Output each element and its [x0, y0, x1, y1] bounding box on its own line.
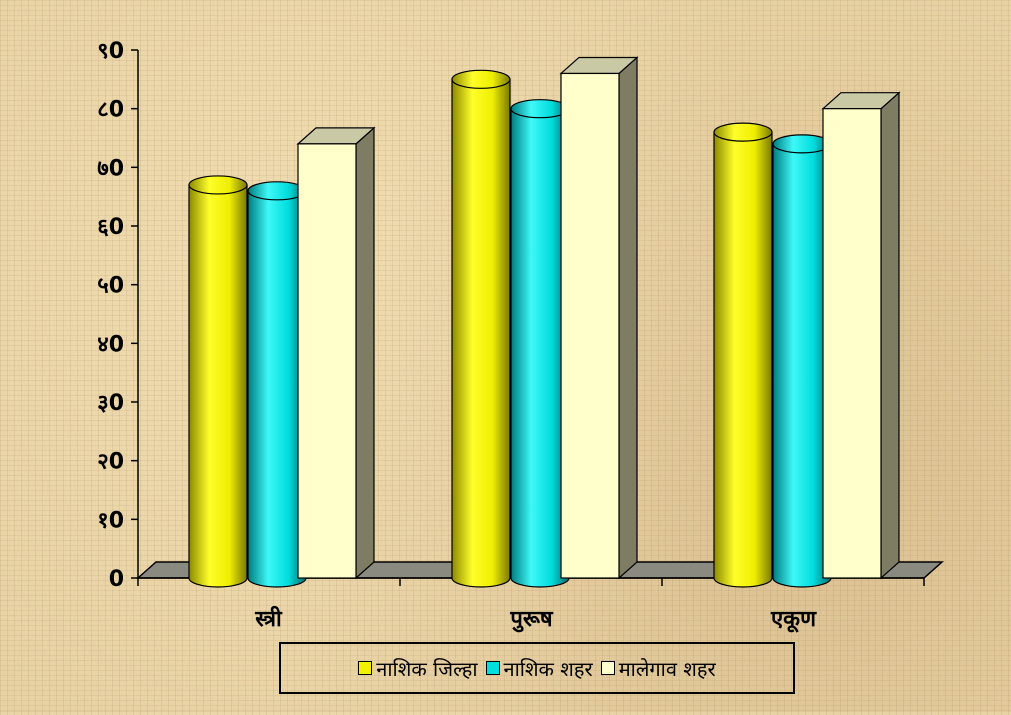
y-tick-label-5: ४0: [97, 332, 124, 357]
legend-label-series-3: मालेगाव शहर: [618, 656, 716, 681]
y-tick-label-4: ३0: [97, 391, 124, 416]
bar-c3-s3-side: [880, 91, 900, 580]
y-tick-label-9: ८0: [97, 98, 124, 123]
bar-c2-s3-side: [618, 56, 638, 580]
bar-c1-s3-front: [297, 143, 357, 579]
bar-c1-s1-top: [188, 175, 248, 195]
bar-c2-s2-top: [510, 99, 570, 119]
bar-c2-s3: [559, 56, 639, 580]
legend-swatch-series-3: [600, 661, 615, 675]
x-category-label-3: एकूण: [770, 607, 817, 633]
y-tick-label-6: ५0: [97, 274, 124, 299]
legend-swatch-series-2: [485, 661, 500, 675]
legend-item-series-2: नाशिक शहर: [485, 655, 593, 682]
bar-c3-s3: [821, 91, 901, 580]
legend-label-series-2: नाशिक शहर: [503, 656, 593, 681]
bar-c1-s2-top: [247, 181, 307, 201]
y-tick-label-10: ९0: [97, 39, 124, 64]
legend-swatch-series-1: [358, 661, 373, 675]
bar-c2-s1-body: [451, 78, 511, 588]
bar-c2-s1-top: [451, 69, 511, 89]
bar-c1-s1-body: [188, 184, 248, 588]
legend: नाशिक जिल्हा नाशिक शहर मालेगाव शहर: [279, 642, 795, 694]
bar-c3-s3-front: [822, 108, 882, 579]
y-tick-label-1: 0: [109, 567, 124, 592]
bar-c3-s1: [713, 122, 773, 588]
legend-item-series-3: मालेगाव शहर: [600, 655, 716, 682]
bar-c2-s3-front: [560, 72, 620, 579]
bar-c2-s1: [451, 69, 511, 588]
bar-c1-s2-body: [247, 190, 307, 588]
legend-item-series-1: नाशिक जिल्हा: [358, 655, 478, 682]
bar-c1-s3-side: [355, 126, 375, 580]
y-tick-label-8: ७0: [97, 156, 124, 181]
bar-c1-s2: [247, 181, 307, 588]
x-category-label-1: स्त्री: [254, 605, 283, 632]
y-tick-label-2: १0: [97, 508, 124, 533]
bar-c3-s2-body: [772, 143, 832, 588]
y-tick-label-3: २0: [97, 450, 124, 475]
legend-label-series-1: नाशिक जिल्हा: [376, 656, 478, 681]
bar-c1-s3: [296, 126, 376, 580]
x-category-label-2: पुरूष: [509, 607, 554, 633]
bar-c1-s1: [188, 175, 248, 588]
bar-c2-s2: [510, 99, 570, 588]
bar-c3-s2: [772, 134, 832, 588]
bar-c2-s2-body: [510, 108, 570, 588]
y-tick-label-7: ६0: [97, 215, 124, 240]
bar-c3-s1-top: [713, 122, 773, 142]
bar-c3-s2-top: [772, 134, 832, 154]
bar-c3-s1-body: [713, 131, 773, 588]
